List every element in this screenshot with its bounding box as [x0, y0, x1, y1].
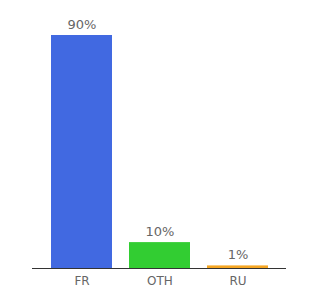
- svg-text:RU: RU: [229, 274, 246, 288]
- svg-text:OTH: OTH: [147, 274, 173, 288]
- svg-text:10%: 10%: [146, 224, 175, 239]
- svg-text:FR: FR: [74, 274, 89, 288]
- svg-text:90%: 90%: [68, 17, 97, 32]
- svg-text:1%: 1%: [228, 247, 249, 262]
